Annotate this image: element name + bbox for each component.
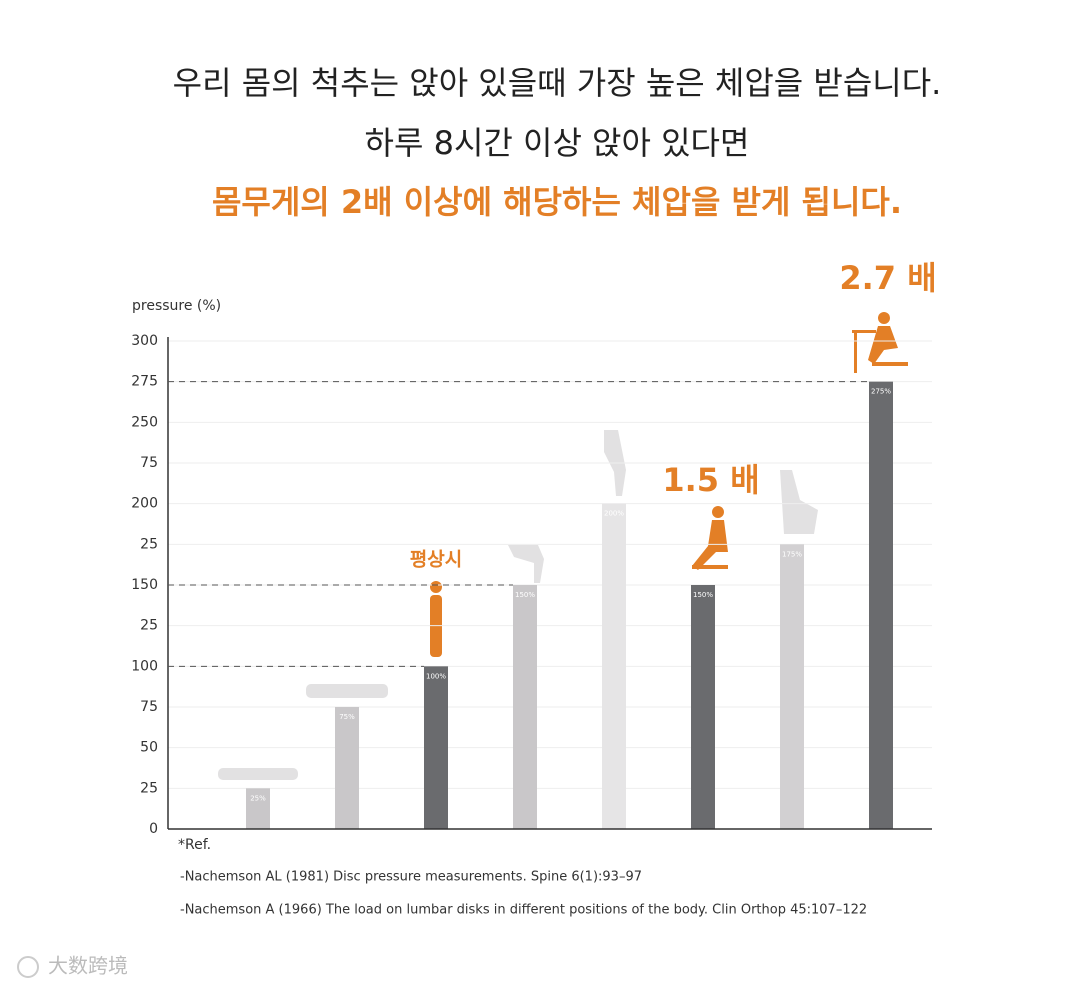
y-tick-label: 75: [140, 455, 158, 471]
bar: [424, 666, 448, 829]
value-label: 150%: [693, 591, 713, 599]
title-line: 하루 8시간 이상 앉아 있다면: [365, 124, 750, 162]
y-tick-label: 0: [149, 821, 158, 837]
value-label: 275%: [871, 388, 891, 396]
y-tick-label: 250: [131, 414, 158, 430]
y-tick-label: 200: [131, 496, 158, 512]
y-tick-label: 50: [140, 740, 158, 756]
bar: [335, 707, 359, 829]
value-label: 100%: [426, 672, 446, 680]
y-tick-label: 25: [140, 618, 158, 634]
bar: [780, 544, 804, 829]
figure-sitting: [692, 506, 728, 570]
value-label: 25%: [250, 794, 266, 802]
y-tick-label: 100: [131, 658, 158, 674]
y-tick-label: 150: [131, 577, 158, 593]
figure-standing: [430, 581, 442, 657]
annotation: 평상시: [410, 549, 462, 571]
title-line: 우리 몸의 척추는 앉아 있을때 가장 높은 체압을 받습니다.: [173, 64, 942, 102]
bar: [246, 788, 270, 829]
value-label: 75%: [339, 713, 355, 721]
annotation: 2.7 배: [839, 259, 936, 297]
bar: [691, 585, 715, 829]
subtitle: 몸무게의 2배 이상에 해당하는 체압을 받게 됩니다.: [212, 183, 902, 221]
reference: -Nachemson AL (1981) Disc pressure measu…: [180, 870, 642, 885]
y-tick-label: 275: [131, 374, 158, 390]
y-axis-label: pressure (%): [132, 298, 221, 314]
figure-desk: [852, 312, 908, 373]
reference: *Ref.: [178, 837, 211, 853]
figure-lying: [218, 684, 388, 780]
value-label: 150%: [515, 591, 535, 599]
y-tick-label: 75: [140, 699, 158, 715]
watermark-logo: [17, 956, 39, 978]
y-tick-label: 25: [140, 780, 158, 796]
value-label: 175%: [782, 550, 802, 558]
value-label: 200%: [604, 510, 624, 518]
annotation: 1.5 배: [662, 461, 759, 499]
figure-bending: [508, 430, 818, 583]
watermark: 大数跨境: [48, 954, 128, 978]
bar: [869, 381, 893, 829]
bar: [513, 585, 537, 829]
bar: [602, 503, 626, 829]
y-tick-label: 25: [140, 536, 158, 552]
reference: -Nachemson A (1966) The load on lumbar d…: [180, 903, 867, 918]
y-tick-label: 300: [131, 333, 158, 349]
